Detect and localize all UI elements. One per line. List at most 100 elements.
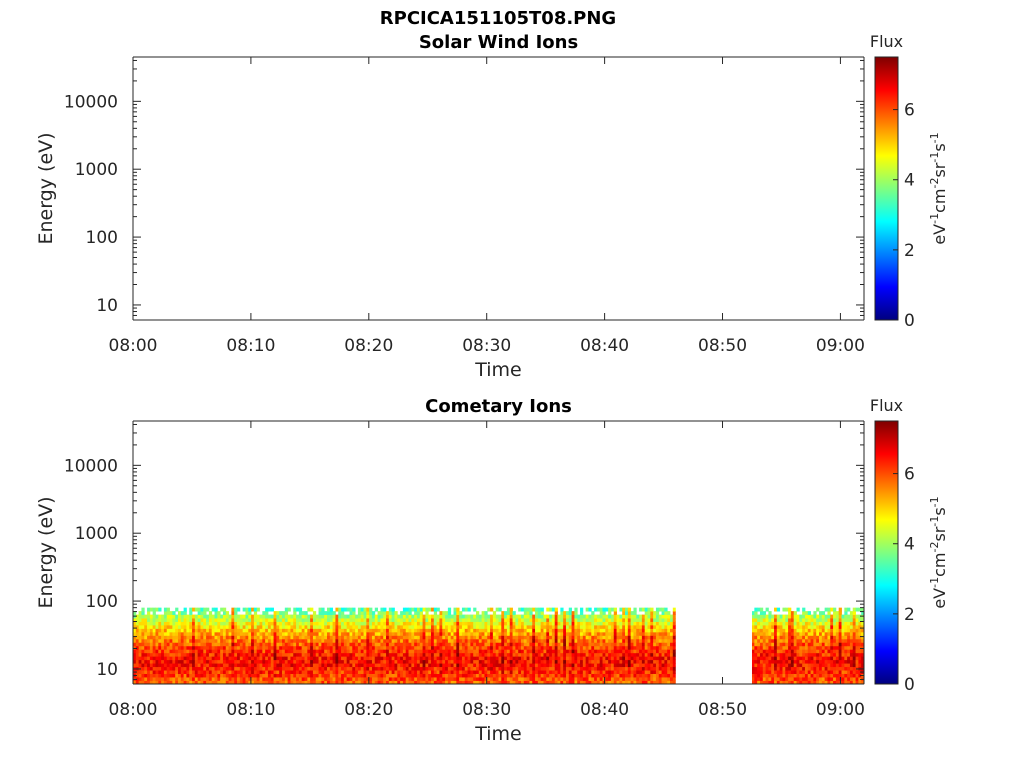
heatmap-cell	[827, 614, 831, 619]
heatmap-cell	[166, 645, 170, 650]
heatmap-cell	[402, 680, 407, 685]
heatmap-cell	[189, 677, 193, 681]
heatmap-cell	[754, 652, 758, 657]
heatmap-cell	[349, 677, 353, 681]
heatmap-cell	[397, 645, 401, 650]
heatmap-cell	[138, 670, 142, 674]
heatmap-cell	[225, 659, 229, 664]
heatmap-cell	[318, 628, 322, 633]
heatmap-cell	[161, 625, 165, 629]
heatmap-cell	[445, 635, 449, 640]
heatmap-cell	[633, 680, 637, 685]
heatmap-cell	[774, 659, 778, 664]
heatmap-cell	[155, 656, 159, 661]
heatmap-cell	[563, 642, 567, 647]
heatmap-cell	[807, 666, 811, 671]
heatmap-cell	[672, 628, 676, 633]
heatmap-cell	[211, 677, 215, 681]
heatmap-cell	[298, 625, 303, 629]
heatmap-cell	[276, 659, 280, 664]
heatmap-cell	[177, 652, 182, 657]
heatmap-cell	[605, 614, 609, 619]
heatmap-cell	[192, 670, 196, 674]
heatmap-cell	[239, 663, 244, 668]
heatmap-cell	[211, 680, 215, 685]
heatmap-cell	[847, 659, 851, 664]
heatmap-cell	[363, 635, 367, 640]
heatmap-cell	[416, 666, 421, 671]
heatmap-cell	[636, 625, 640, 629]
heatmap-cell	[259, 642, 263, 647]
heatmap-cell	[757, 652, 761, 657]
heatmap-cell	[273, 677, 277, 681]
heatmap-cell	[284, 614, 289, 619]
heatmap-cell	[214, 611, 218, 615]
heatmap-cell	[487, 645, 491, 650]
heatmap-cell	[793, 673, 797, 678]
heatmap-cell	[251, 670, 255, 674]
heatmap-cell	[518, 607, 522, 612]
heatmap-cell	[296, 618, 300, 622]
heatmap-cell	[574, 663, 578, 668]
heatmap-cell	[661, 621, 665, 626]
heatmap-cell	[520, 666, 525, 671]
heatmap-cell	[450, 642, 454, 647]
heatmap-cell	[495, 628, 499, 633]
heatmap-cell	[135, 670, 140, 674]
heatmap-cell	[318, 614, 322, 619]
heatmap-cell	[838, 607, 842, 612]
heatmap-cell	[360, 649, 364, 654]
heatmap-cell	[222, 642, 227, 647]
heatmap-cell	[582, 614, 587, 619]
heatmap-cell	[371, 656, 376, 661]
heatmap-cell	[771, 621, 775, 626]
heatmap-cell	[388, 673, 393, 678]
heatmap-cell	[397, 680, 401, 685]
heatmap-cell	[242, 625, 246, 629]
heatmap-cell	[852, 666, 856, 671]
heatmap-cell	[388, 680, 393, 685]
heatmap-cell	[754, 628, 758, 633]
heatmap-cell	[141, 652, 145, 657]
heatmap-cell	[602, 670, 606, 674]
heatmap-cell	[563, 652, 567, 657]
heatmap-cell	[360, 645, 364, 650]
heatmap-cell	[267, 645, 272, 650]
heatmap-cell	[487, 656, 491, 661]
heatmap-cell	[301, 614, 305, 619]
heatmap-cell	[588, 666, 592, 671]
heatmap-cell	[565, 621, 570, 626]
heatmap-cell	[560, 680, 564, 685]
heatmap-cell	[655, 642, 660, 647]
heatmap-cell	[431, 625, 435, 629]
heatmap-cell	[391, 638, 395, 643]
heatmap-cell	[206, 635, 210, 640]
heatmap-cell	[332, 611, 336, 615]
heatmap-cell	[504, 614, 508, 619]
heatmap-cell	[802, 621, 806, 626]
heatmap-cell	[762, 638, 766, 643]
heatmap-cell	[605, 638, 609, 643]
heatmap-cell	[194, 621, 199, 626]
heatmap-cell	[422, 618, 426, 622]
heatmap-cell	[594, 680, 598, 685]
heatmap-cell	[464, 677, 468, 681]
heatmap-cell	[568, 659, 572, 664]
heatmap-cell	[816, 635, 820, 640]
heatmap-cell	[433, 621, 438, 626]
heatmap-cell	[414, 666, 418, 671]
heatmap-cell	[394, 673, 398, 678]
heatmap-cell	[251, 645, 255, 650]
heatmap-cell	[253, 621, 258, 626]
heatmap-cell	[197, 649, 201, 654]
heatmap-cell	[639, 652, 643, 657]
heatmap-cell	[647, 677, 651, 681]
heatmap-cell	[537, 670, 542, 674]
heatmap-cell	[543, 621, 547, 626]
heatmap-cell	[175, 670, 179, 674]
heatmap-cell	[506, 666, 511, 671]
heatmap-cell	[161, 652, 165, 657]
heatmap-cell	[591, 680, 595, 685]
figure-title: RPCICA151105T08.PNG	[380, 8, 616, 29]
heatmap-cell	[605, 677, 609, 681]
